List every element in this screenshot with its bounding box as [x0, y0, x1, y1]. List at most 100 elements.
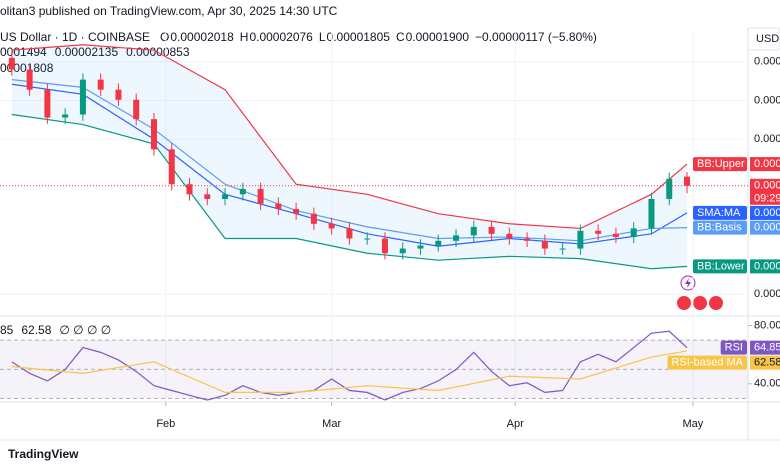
series-label-box: [693, 157, 747, 172]
candle-body: [79, 79, 86, 115]
icon[interactable]: [677, 296, 691, 310]
x-tick-label: Feb: [156, 418, 175, 430]
candle-body: [44, 89, 51, 118]
series-value: 0.0000: [754, 158, 780, 170]
indicator-line: [11, 79, 688, 242]
candle-body: [293, 209, 300, 214]
series-value-box: [750, 157, 780, 172]
x-tick-label: Mar: [322, 418, 341, 430]
series-value: 0.0000: [754, 260, 780, 272]
candle-body: [222, 194, 229, 199]
series-label: BB:Lower: [697, 260, 745, 272]
candle-body: [186, 184, 193, 195]
candle-body: [204, 194, 211, 199]
published: olitan3 published on TradingView.com, Ap…: [0, 4, 338, 18]
candle-body: [470, 226, 477, 236]
band-fill: [11, 44, 687, 269]
candle-body: [239, 188, 246, 195]
indicator-icons: [677, 275, 723, 310]
candle-body: [417, 245, 424, 249]
candle-body: [595, 230, 602, 234]
legend-text: H: [240, 30, 249, 44]
line: [11, 350, 688, 393]
candle-body: [328, 223, 335, 229]
series-value-box: [750, 340, 780, 355]
series-label: BB:Upper: [697, 158, 745, 170]
series-label-box: [693, 205, 747, 220]
candle-body: [435, 240, 442, 246]
legend-text: US Dollar · 1D · COINBASE: [0, 30, 150, 44]
series-label: SMA:MA: [697, 207, 741, 219]
candle-body: [506, 233, 513, 239]
series-value: 0.0000: [754, 222, 780, 234]
legend-text: 0.00001805: [327, 30, 391, 44]
legend-text: 0.00002135: [55, 45, 119, 59]
candle-body: [577, 230, 584, 249]
legend-text: C: [396, 30, 405, 44]
candle-body: [346, 228, 353, 239]
x-tick-label: May: [683, 418, 704, 430]
currency-button[interactable]: [747, 27, 780, 51]
countdown: 09:29: [754, 193, 780, 205]
icon: [685, 278, 691, 288]
candle-body: [524, 238, 531, 241]
legend-text: O: [160, 30, 169, 44]
candle-body: [399, 248, 406, 254]
currency[interactable]: USD: [756, 33, 779, 45]
series-label: BB:Basis: [697, 222, 742, 234]
series-value-box: [750, 205, 780, 220]
legend-text: L: [319, 30, 326, 44]
series-value: 62.58: [754, 357, 780, 369]
y-tick-label: 40.00: [754, 378, 780, 390]
candle-body: [381, 238, 388, 254]
y-tick-label: 80.00: [754, 320, 780, 332]
candle-body: [630, 228, 637, 237]
candle-body: [8, 57, 15, 70]
candle-body: [559, 248, 566, 250]
series-value: 0.0000: [754, 207, 780, 219]
legend-text: 0.00002076: [249, 30, 313, 44]
x-tick-label: Apr: [507, 418, 524, 430]
candle-body: [150, 119, 157, 150]
y-tick-label: 0.0000: [754, 56, 780, 68]
legend-text: 0.00002018: [170, 30, 234, 44]
indicator-line: [11, 113, 688, 270]
legend-text: 62.58: [21, 323, 51, 337]
candle-body: [257, 188, 264, 204]
series-label-box: [667, 355, 747, 370]
candle-body: [115, 89, 122, 100]
candle-body: [62, 114, 69, 118]
candle-body: [168, 149, 175, 185]
icon[interactable]: [693, 296, 707, 310]
series-value-box: [750, 259, 780, 274]
series-label-box: [693, 259, 747, 274]
candle-body: [364, 238, 371, 240]
series-label: RSI-based MA: [671, 357, 743, 369]
series-value-box: [750, 355, 780, 370]
candle-body: [683, 176, 690, 186]
rsi-pane: [0, 316, 748, 402]
candle-body: [97, 79, 104, 90]
candle-body: [133, 99, 140, 120]
series-label-box: [720, 340, 747, 355]
series-value: 64.85: [754, 342, 780, 354]
candle-body: [488, 226, 495, 234]
price-label-box: [750, 178, 780, 205]
indicator-line: [11, 44, 688, 230]
legend-text: ∅ ∅ ∅ ∅: [59, 323, 111, 337]
legend-text: 85: [0, 323, 14, 337]
line: [11, 330, 688, 401]
footer: TradingView: [8, 447, 79, 461]
candle-body: [26, 69, 33, 90]
series-label-box: [693, 220, 747, 235]
candle-body: [648, 198, 655, 229]
candle-body: [310, 213, 317, 224]
candle-body: [453, 235, 460, 241]
candle-body: [541, 240, 548, 249]
y-tick-label: 0.0000: [754, 133, 780, 145]
icon[interactable]: [709, 296, 723, 310]
y-tick-label: 0.0000: [754, 94, 780, 106]
candle-body: [275, 203, 282, 210]
price-label: 0.0000: [754, 180, 780, 192]
